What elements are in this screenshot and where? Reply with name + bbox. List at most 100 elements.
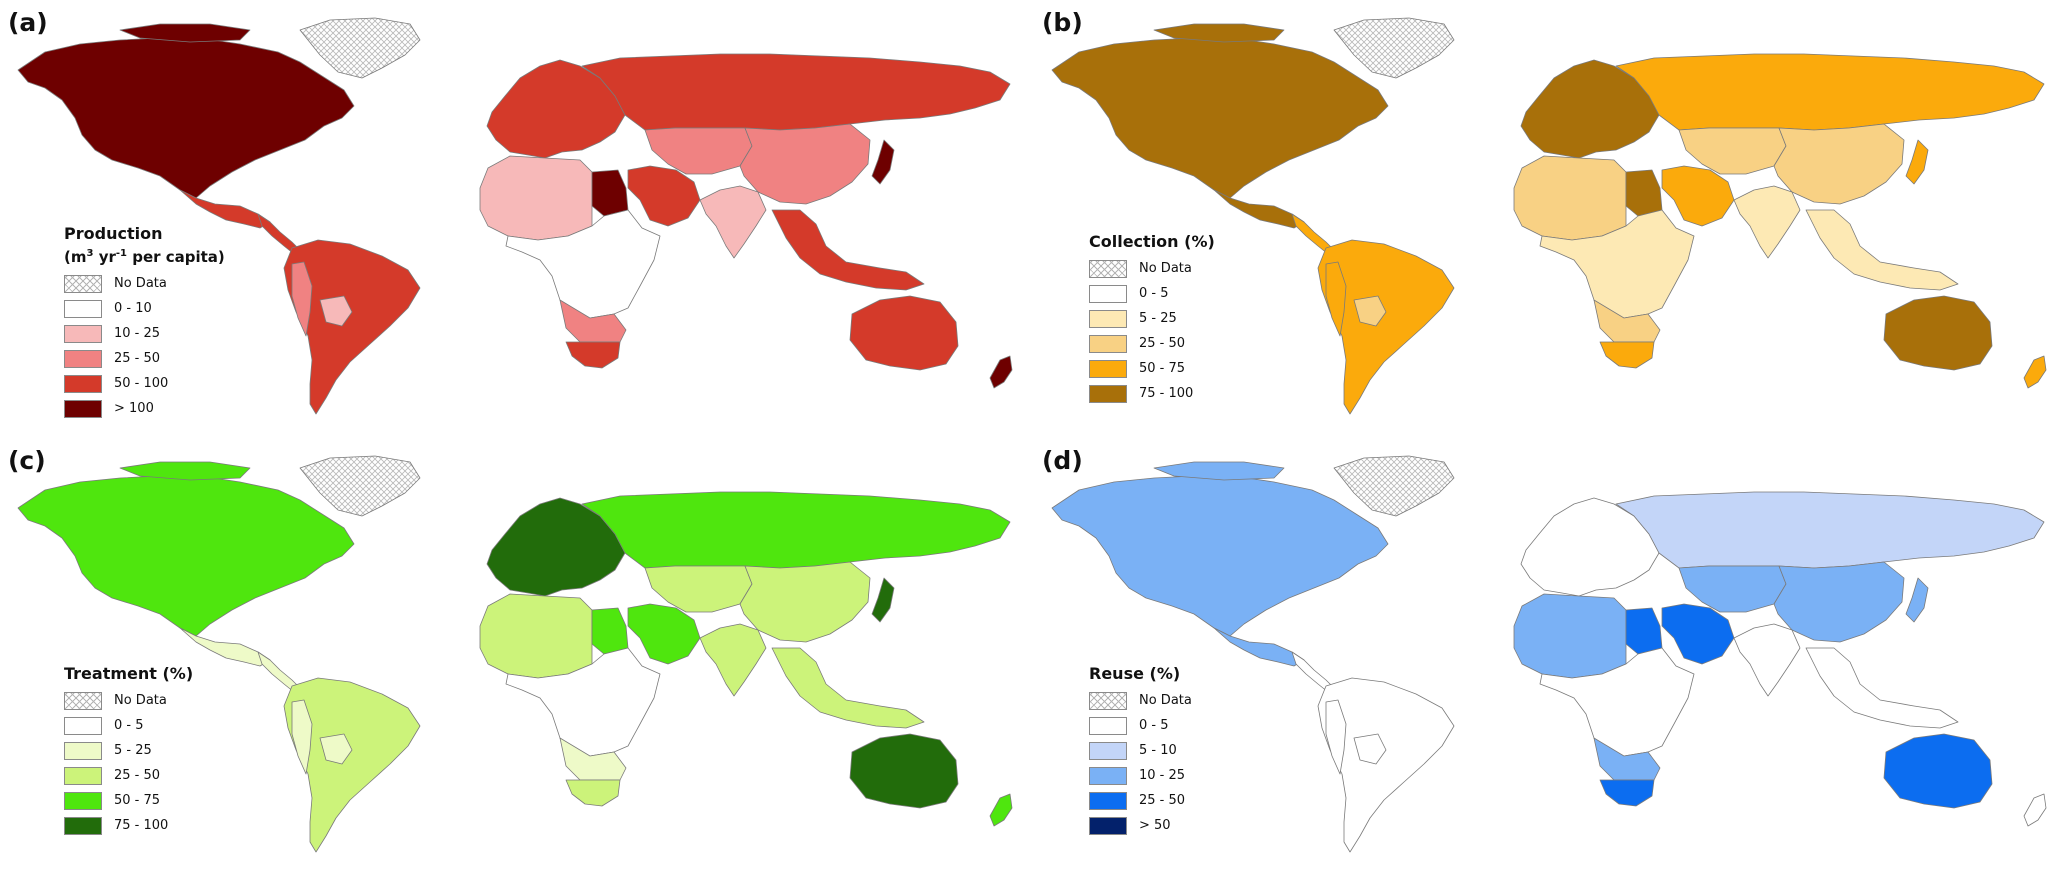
legend-items-b: No Data 0 - 5 5 - 25 25 - 50 50 - 75 75 - 100 xyxy=(1089,256,1215,406)
panel-label-d: (d) xyxy=(1042,446,1083,475)
region-south-africa xyxy=(565,779,621,807)
region-bolivia xyxy=(319,295,353,327)
legend-title-b: Collection (%) xyxy=(1089,232,1215,251)
region-sub-saharan-africa xyxy=(505,647,661,759)
region-southeast-asia xyxy=(771,647,925,729)
legend-swatch xyxy=(64,791,102,810)
region-china xyxy=(1773,561,1905,643)
panel-b: (b) Collection (%) No Data 0 - 5 5 - 25 25 … xyxy=(1034,0,2067,437)
region-sub-saharan-africa xyxy=(505,209,661,321)
region-south-africa xyxy=(1599,341,1655,369)
panel-label-a: (a) xyxy=(8,8,48,37)
legend-label: 0 - 5 xyxy=(1139,718,1169,733)
panel-label-b: (b) xyxy=(1042,8,1083,37)
legend-swatch xyxy=(64,274,102,293)
legend-label: > 50 xyxy=(1139,818,1171,833)
region-india xyxy=(1733,623,1801,697)
legend-swatch xyxy=(64,741,102,760)
legend-label: 5 - 10 xyxy=(1139,743,1177,758)
legend-label: 50 - 75 xyxy=(1139,361,1186,376)
region-andes xyxy=(291,261,313,337)
legend-label: 25 - 50 xyxy=(114,351,161,366)
legend-label: 25 - 50 xyxy=(114,768,161,783)
region-india xyxy=(699,623,767,697)
legend-swatch xyxy=(1089,309,1127,328)
region-north-africa xyxy=(1513,593,1627,679)
region-sub-saharan-africa xyxy=(1539,647,1695,759)
region-greenland xyxy=(1333,455,1455,517)
legend-item: 50 - 75 xyxy=(64,788,193,813)
legend-swatch xyxy=(1089,259,1127,278)
legend-label: 10 - 25 xyxy=(1139,768,1186,783)
region-russia xyxy=(1615,491,2045,569)
legend-label: 0 - 5 xyxy=(1139,286,1169,301)
region-central-asia xyxy=(644,565,753,613)
region-new-zealand xyxy=(2023,355,2047,389)
region-middle-east xyxy=(627,603,701,665)
legend-item: 0 - 10 xyxy=(64,296,225,321)
legend-swatch xyxy=(1089,741,1127,760)
legend-swatch xyxy=(64,349,102,368)
region-australia xyxy=(1883,733,1993,809)
legend-item: 5 - 10 xyxy=(1089,738,1192,763)
region-japan xyxy=(871,139,895,185)
region-europe xyxy=(486,59,626,159)
legend-d: Reuse (%) No Data 0 - 5 5 - 10 10 - 25 25 - … xyxy=(1089,664,1192,838)
region-north-america xyxy=(1051,475,1389,637)
region-australia xyxy=(1883,295,1993,371)
panel-c: (c) Treatment (%) No Data 0 - 5 5 - 25 25 -… xyxy=(0,438,1033,875)
region-southeast-asia xyxy=(1805,647,1959,729)
region-middle-east xyxy=(627,165,701,227)
legend-label: No Data xyxy=(1139,261,1192,276)
region-andes xyxy=(1325,261,1347,337)
world-map-a xyxy=(17,17,1013,415)
legend-item: 5 - 25 xyxy=(64,738,193,763)
legend-items-a: No Data 0 - 10 10 - 25 25 - 50 50 - 100 > 100 xyxy=(64,271,225,421)
region-north-africa xyxy=(1513,155,1627,241)
region-china xyxy=(1773,123,1905,205)
legend-swatch xyxy=(1089,766,1127,785)
region-north-america xyxy=(17,37,355,199)
legend-title-d: Reuse (%) xyxy=(1089,664,1181,683)
region-bolivia xyxy=(319,733,353,765)
legend-item: 0 - 5 xyxy=(1089,713,1192,738)
region-southeast-asia xyxy=(1805,209,1959,291)
legend-item: > 100 xyxy=(64,396,225,421)
region-north-africa xyxy=(479,155,593,241)
legend-swatch xyxy=(64,691,102,710)
legend-items-c: No Data 0 - 5 5 - 25 25 - 50 50 - 75 75 - 100 xyxy=(64,688,193,838)
legend-label: 25 - 50 xyxy=(1139,336,1186,351)
region-central-asia xyxy=(1678,565,1787,613)
region-greenland xyxy=(1333,17,1455,79)
legend-items-d: No Data 0 - 5 5 - 10 10 - 25 25 - 50 > 50 xyxy=(1089,688,1192,838)
region-andes xyxy=(1325,699,1347,775)
region-australia xyxy=(849,295,959,371)
region-new-zealand xyxy=(989,793,1013,827)
region-north-america xyxy=(1051,37,1389,199)
legend-title-c: Treatment (%) xyxy=(64,664,194,683)
world-map-c xyxy=(17,455,1013,853)
region-north-america xyxy=(1153,461,1285,481)
region-india xyxy=(699,185,767,259)
legend-label: No Data xyxy=(114,276,167,291)
legend-item: 25 - 50 xyxy=(64,346,225,371)
legend-label: 50 - 75 xyxy=(114,793,161,808)
region-middle-east xyxy=(1661,603,1735,665)
legend-item: 25 - 50 xyxy=(1089,788,1192,813)
legend-label: 75 - 100 xyxy=(1139,386,1194,401)
world-map-b xyxy=(1051,17,2047,415)
legend-label: No Data xyxy=(114,693,167,708)
legend-item: 75 - 100 xyxy=(64,813,193,838)
region-russia xyxy=(581,491,1011,569)
legend-item: 10 - 25 xyxy=(1089,763,1192,788)
legend-label: 75 - 100 xyxy=(114,818,169,833)
region-europe xyxy=(1520,59,1660,159)
legend-swatch xyxy=(64,399,102,418)
panel-label-c: (c) xyxy=(8,446,46,475)
region-russia xyxy=(1615,53,2045,131)
legend-item: No Data xyxy=(64,271,225,296)
region-andes xyxy=(291,699,313,775)
region-new-zealand xyxy=(989,355,1013,389)
legend-label: 0 - 5 xyxy=(114,718,144,733)
legend-a: Production (m3 yr-1 per capita) No Data 0… xyxy=(64,224,225,421)
